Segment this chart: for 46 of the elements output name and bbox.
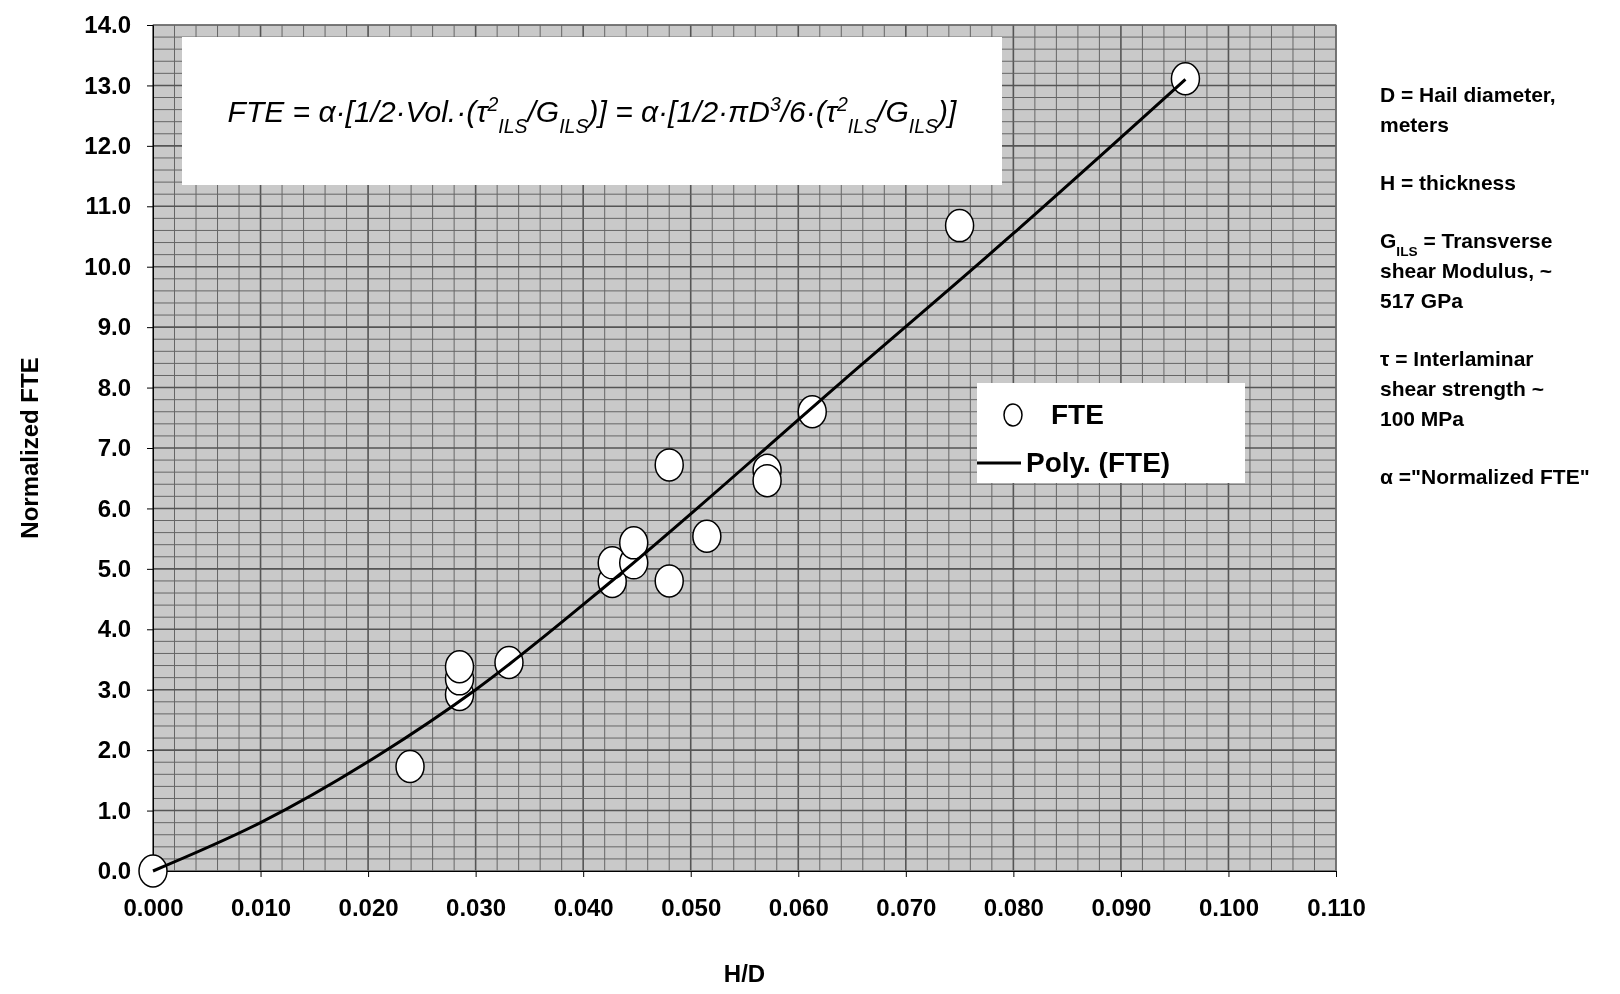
y-tick-label: 4.0 bbox=[97, 615, 131, 643]
x-tick-label: 0.040 bbox=[553, 894, 614, 921]
y-tick-label: 14.0 bbox=[84, 11, 131, 39]
x-tick-label: 0.010 bbox=[231, 894, 292, 921]
formula-box: FTE = α·[1/2·Vol.·(τ$^{2}$$_{ILS}$/G$_{ILS}$)] = α·[1/2·πD$^{3}$/6·(τ$^{2}$$_{ILS}$/G$_{ILS}$)] bbox=[182, 37, 1002, 185]
point bbox=[395, 749, 425, 784]
y-tick-label: 10.0 bbox=[84, 252, 131, 280]
point bbox=[654, 448, 684, 482]
point bbox=[944, 208, 975, 243]
text: τ = Interlaminar shear strength ~ 100 MPa bbox=[1380, 347, 1544, 430]
point bbox=[654, 564, 684, 598]
y-tick-label: 12.0 bbox=[84, 132, 131, 160]
y-tick-label: 7.0 bbox=[97, 434, 131, 462]
text: D = Hail diameter, meters bbox=[1380, 83, 1556, 136]
legend-label: Poly. (FTE) bbox=[1026, 447, 1171, 478]
y-tick-label: 8.0 bbox=[97, 373, 131, 401]
y-tick-label: 0.0 bbox=[97, 857, 131, 885]
x-tick-label: 0.090 bbox=[1091, 894, 1152, 921]
y-tick-label: 9.0 bbox=[97, 313, 131, 341]
text: α ="Normalized FTE" bbox=[1380, 465, 1590, 488]
x-tick-label: 0.050 bbox=[661, 894, 722, 921]
y-tick-label: 13.0 bbox=[84, 71, 131, 99]
x-tick-label: 0.060 bbox=[768, 894, 829, 921]
x-tick-label: 0.110 bbox=[1307, 894, 1366, 921]
y-tick-label: 2.0 bbox=[97, 736, 131, 764]
legend-label: FTE bbox=[1051, 399, 1104, 430]
point bbox=[692, 519, 722, 553]
point bbox=[618, 526, 649, 560]
point bbox=[752, 463, 782, 498]
point bbox=[1170, 62, 1201, 96]
y-tick-label: 3.0 bbox=[97, 675, 131, 703]
x-tick-label: 0.000 bbox=[123, 894, 184, 921]
point bbox=[444, 650, 475, 684]
text: G$_{ILS}$ = Transverse shear Modulus, ~ 517 GPa bbox=[1380, 229, 1553, 312]
y-tick-label: 1.0 bbox=[97, 796, 131, 824]
x-tick-label: 0.070 bbox=[876, 894, 937, 921]
y-tick-label: 5.0 bbox=[97, 555, 131, 583]
y-tick-label: 6.0 bbox=[97, 494, 131, 522]
x-tick-label: 0.020 bbox=[338, 894, 399, 921]
x-tick-label: 0.030 bbox=[446, 894, 507, 921]
y-axis-title: Normalized FTE bbox=[16, 357, 43, 539]
x-axis-title: H/D bbox=[723, 960, 766, 987]
x-tick-label: 0.080 bbox=[983, 894, 1044, 921]
text: H = thickness bbox=[1380, 171, 1516, 194]
x-tick-label: 0.100 bbox=[1198, 894, 1259, 921]
y-tick-label: 11.0 bbox=[85, 192, 131, 220]
